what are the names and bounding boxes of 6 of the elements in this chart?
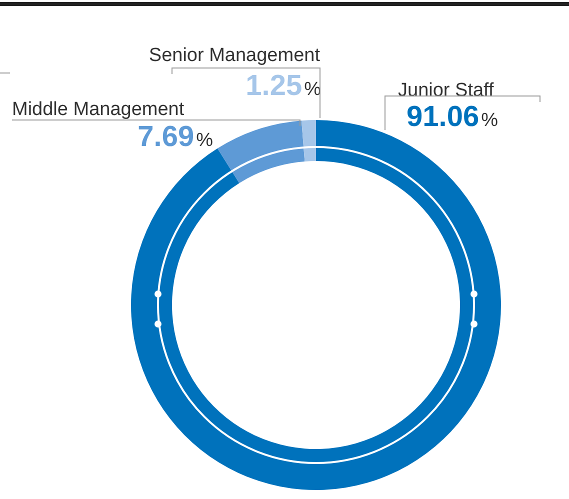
donut-slice [217, 120, 305, 184]
donut-slice [301, 120, 316, 162]
data-label: 91.06% [406, 101, 498, 133]
slice-label: Middle Management [12, 99, 185, 120]
data-label: 7.69% [138, 121, 214, 153]
slice-label: Senior Management [148, 45, 321, 66]
